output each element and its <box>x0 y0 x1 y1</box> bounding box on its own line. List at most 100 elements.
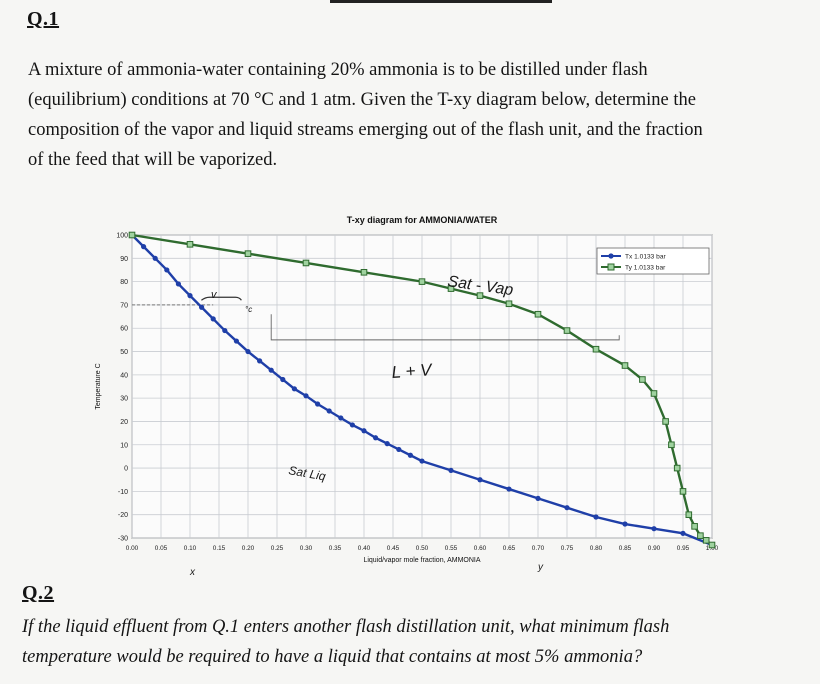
legend-label: Ty 1.0133 bar <box>625 265 666 272</box>
question-1-text: A mixture of ammonia-water containing 20… <box>28 55 818 175</box>
x-tick-label: 0.40 <box>358 545 371 552</box>
l-plus-v-annotation: L + V <box>391 360 434 382</box>
y-tick-label: 100 <box>116 233 128 240</box>
x-tick-label: 0.75 <box>561 545 574 552</box>
vapor-point <box>186 241 194 248</box>
y-tick-label: 30 <box>120 396 128 403</box>
top-rule <box>330 0 552 3</box>
txy-chart: 0.00 0.05 0.10 0.15 0.20 0.25 0.30 0.35 0.40 0.45… <box>95 215 719 578</box>
liquid-point <box>622 521 628 527</box>
vapor-point <box>697 532 704 539</box>
x-tick-label: 0.80 <box>590 545 603 552</box>
vapor-point <box>302 259 310 267</box>
liquid-point <box>651 526 657 532</box>
y-tick-label: 40 <box>120 372 128 379</box>
liquid-point <box>315 401 321 407</box>
chart-title: T-xy diagram for AMMONIA/WATER <box>347 215 498 225</box>
y-tick-label: -20 <box>118 512 128 519</box>
x-tick-label: 0.30 <box>300 545 313 552</box>
question-1-line: of the feed that will be vaporized. <box>28 150 278 170</box>
y-axis-label: Temperature C <box>95 363 102 409</box>
y-annotation: y <box>537 562 544 573</box>
legend-marker <box>608 253 614 259</box>
liquid-point <box>338 415 344 421</box>
y-tick-label: 50 <box>120 349 128 356</box>
x-tick-label: 0.05 <box>155 545 168 552</box>
bracket-mark <box>201 296 242 301</box>
question-1-heading: Q.1 <box>27 8 60 30</box>
vapor-point <box>679 488 687 495</box>
legend-marker <box>607 263 615 271</box>
v-annotation: v <box>211 289 218 301</box>
liquid-point <box>407 452 413 458</box>
liquid-point <box>152 255 158 261</box>
liquid-point <box>448 467 454 474</box>
y-tick-label: 60 <box>120 326 128 333</box>
liquid-point <box>326 408 332 414</box>
question-2-text: If the liquid effluent from Q.1 enters a… <box>22 612 820 672</box>
x-tick-label: 0.35 <box>329 545 342 552</box>
liquid-point <box>349 422 355 428</box>
liquid-point <box>419 458 425 464</box>
y-tick-label: -30 <box>118 536 128 543</box>
vapor-point <box>128 231 136 239</box>
x-tick-label: 0.70 <box>532 545 545 552</box>
liquid-point <box>506 486 512 492</box>
liquid-point <box>257 358 263 364</box>
x-tick-label: 0.20 <box>242 545 255 552</box>
vapor-point <box>673 464 681 472</box>
liquid-point <box>199 304 205 310</box>
question-2-line: temperature would be required to have a … <box>22 647 643 667</box>
vapor-point <box>621 362 629 369</box>
liquid-point <box>141 244 147 250</box>
x-tick-label: 0.50 <box>416 545 429 552</box>
vapor-point <box>668 441 675 449</box>
legend-box <box>596 247 710 275</box>
vapor-point <box>563 327 571 334</box>
liquid-point <box>680 530 686 536</box>
vapor-point <box>691 523 698 530</box>
x-tick-label: 0.45 <box>387 545 400 552</box>
vapor-point <box>702 537 710 544</box>
x-tick-label: 0.15 <box>213 545 226 552</box>
liquid-point <box>222 327 228 334</box>
vapor-point <box>662 418 669 425</box>
x-tick-label: 0.55 <box>445 545 458 552</box>
x-tick-label: 1.00 <box>706 545 719 552</box>
y-tick-label: 20 <box>120 419 128 426</box>
vapor-point <box>592 345 600 353</box>
liquid-point <box>593 514 599 520</box>
deg-c-annotation: °c <box>245 305 252 314</box>
liquid-point <box>477 477 483 483</box>
vapor-point <box>447 285 455 292</box>
question-1-line: composition of the vapor and liquid stre… <box>28 120 703 140</box>
question-2-heading: Q.2 <box>22 582 55 604</box>
liquid-point <box>303 393 309 399</box>
x-tick-label: 0.10 <box>184 545 197 552</box>
vapor-point <box>418 278 426 285</box>
y-tick-label: 10 <box>120 442 128 449</box>
x-tick-label: 0.90 <box>648 545 661 552</box>
x-annotation: x <box>189 567 196 578</box>
liquid-point <box>187 293 193 299</box>
x-tick-label: 0.60 <box>474 545 487 552</box>
y-tick-label: -10 <box>118 489 128 496</box>
liquid-curve <box>131 234 713 547</box>
y-tick-label: 70 <box>120 302 128 309</box>
liquid-point <box>361 428 367 434</box>
vapor-point <box>244 250 252 257</box>
y-tick-label: 80 <box>120 279 128 286</box>
tie-line-mark <box>270 314 620 341</box>
x-tick-label: 0.25 <box>271 545 284 552</box>
x-axis-label: Liquid/vapor mole fraction, AMMONIA <box>363 557 480 564</box>
question-1-line: A mixture of ammonia-water containing 20… <box>28 60 648 80</box>
vapor-point <box>534 310 542 318</box>
x-tick-label: 0.95 <box>677 545 690 552</box>
legend-label: Tx 1.0133 bar <box>625 254 666 261</box>
sat-liq-annotation: Sat Liq <box>287 463 327 483</box>
y-tick-label: 0 <box>124 466 128 473</box>
vapor-point <box>360 268 368 276</box>
liquid-point <box>564 505 570 511</box>
vapor-point <box>708 541 716 549</box>
vapor-point <box>650 390 658 397</box>
